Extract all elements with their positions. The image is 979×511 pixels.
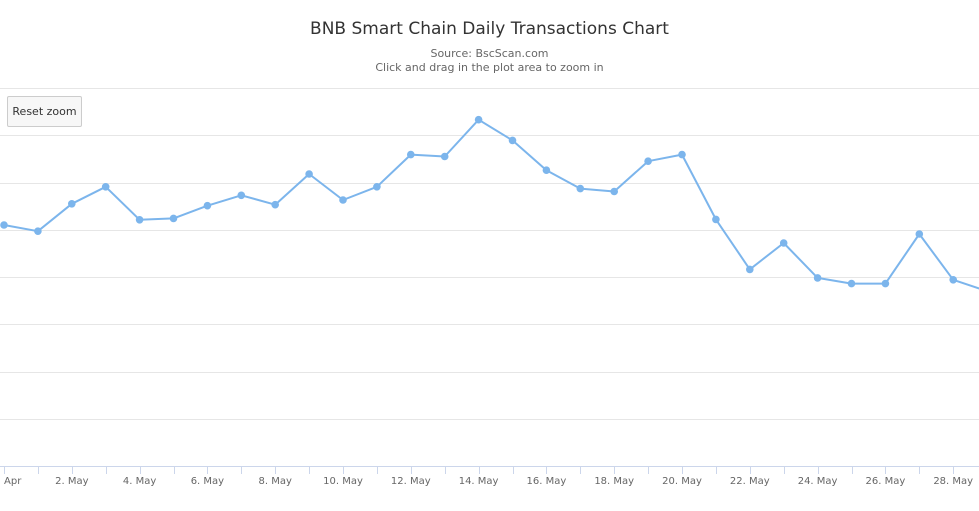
data-point[interactable] [101, 183, 110, 191]
series-daily-transactions[interactable] [0, 115, 979, 291]
x-tick-label: 6. May [191, 476, 224, 487]
x-tick-label: 16. May [527, 476, 567, 487]
data-point[interactable] [881, 279, 890, 288]
series-line [3, 118, 979, 290]
data-point[interactable] [779, 239, 788, 247]
x-tick-label: 12. May [391, 476, 431, 487]
data-point[interactable] [237, 191, 246, 200]
data-point[interactable] [847, 279, 856, 288]
data-point[interactable] [305, 170, 313, 178]
data-point[interactable] [339, 196, 347, 204]
chart-subtitle-hint: Click and drag in the plot area to zoom … [375, 61, 604, 74]
data-point[interactable] [644, 157, 652, 165]
x-tick-label: 4. May [123, 476, 156, 487]
x-tick-label: 8. May [258, 476, 291, 487]
data-point[interactable] [813, 274, 822, 282]
data-point[interactable] [949, 276, 957, 284]
data-point[interactable] [135, 216, 144, 224]
x-tick-label: 26. May [866, 476, 906, 487]
data-point[interactable] [678, 150, 686, 159]
x-axis: Apr 2. May 4. May 6. May 8. May 10. May 12. Ma… [0, 466, 979, 487]
x-tick-label: 2. May [55, 476, 88, 487]
chart-title: BNB Smart Chain Daily Transactions Chart [310, 19, 669, 39]
data-point[interactable] [34, 227, 42, 235]
data-point[interactable] [68, 200, 76, 208]
x-tick-label: 14. May [459, 476, 499, 487]
gridlines [0, 88, 979, 420]
data-point[interactable] [915, 230, 924, 238]
data-point[interactable] [169, 214, 178, 223]
x-tick-label: 22. May [730, 476, 770, 487]
x-tick-label: 28. May [933, 476, 973, 487]
data-point[interactable] [271, 200, 280, 209]
data-point[interactable] [373, 183, 381, 191]
data-point[interactable] [542, 166, 551, 174]
reset-zoom-button[interactable]: Reset zoom [7, 96, 82, 127]
data-point[interactable] [474, 115, 483, 124]
data-point[interactable] [746, 265, 754, 274]
x-tick-label: 18. May [594, 476, 634, 487]
data-point[interactable] [508, 136, 517, 145]
data-point[interactable] [712, 215, 720, 224]
data-point[interactable] [0, 221, 8, 229]
data-point[interactable] [407, 150, 415, 159]
x-tick-label: Apr [4, 476, 22, 487]
data-point[interactable] [440, 152, 449, 161]
data-point[interactable] [576, 184, 585, 193]
data-point[interactable] [610, 187, 618, 196]
data-point[interactable] [203, 201, 212, 210]
x-tick-label: 20. May [662, 476, 702, 487]
x-tick-label: 24. May [798, 476, 838, 487]
chart-subtitle-source: Source: BscScan.com [430, 47, 549, 60]
x-tick-label: 10. May [323, 476, 363, 487]
